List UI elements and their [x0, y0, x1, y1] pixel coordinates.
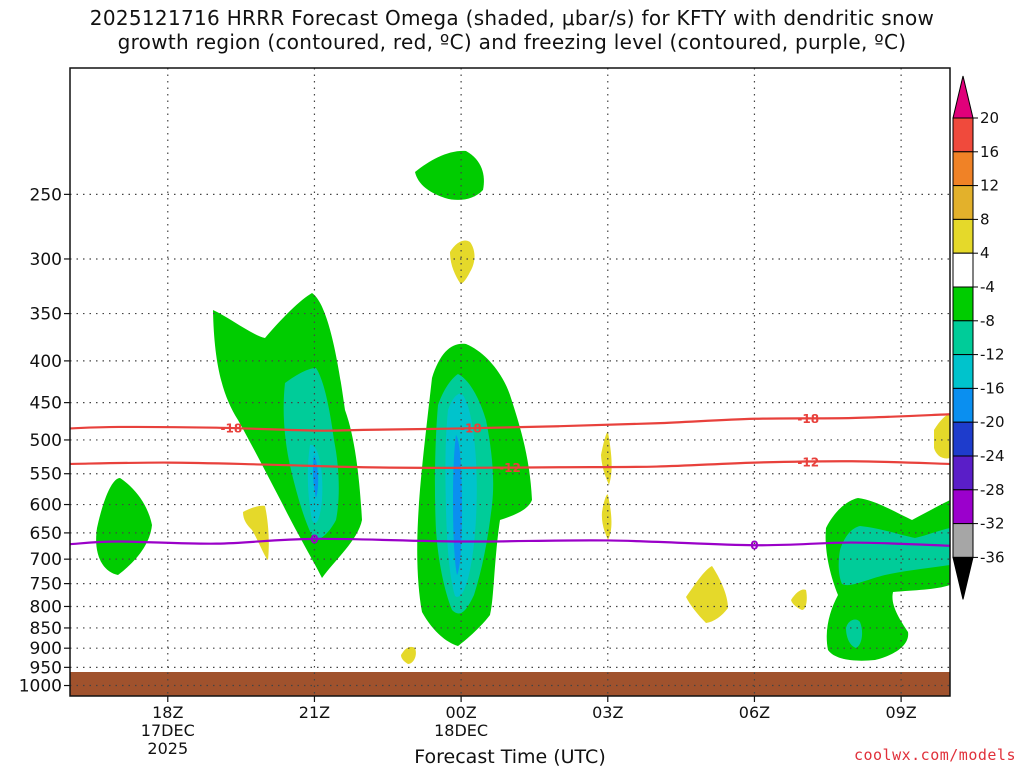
- pressure-gridlines: [70, 68, 950, 696]
- x-tick-label: 21Z: [299, 703, 330, 722]
- y-tick-label: 450: [30, 394, 62, 414]
- omega-region-yellow: [243, 505, 269, 560]
- omega-region-yellow: [934, 413, 950, 459]
- y-tick-label: 250: [30, 185, 62, 205]
- colorbar-tick-label: -28: [980, 481, 1005, 499]
- colorbar-tick-label: -32: [980, 515, 1005, 533]
- y-tick-label: 850: [30, 619, 62, 639]
- x-tick-label: 03Z: [592, 703, 623, 722]
- y-tick-label: 1000: [19, 677, 62, 697]
- isotherm-label: 0: [310, 532, 318, 546]
- colorbar-tick-label: 8: [980, 210, 990, 228]
- x-tick-label: 00Z: [445, 703, 476, 722]
- y-tick-label: 550: [30, 465, 62, 485]
- x-tick-label: 09Z: [885, 703, 916, 722]
- colorbar-segment: [952, 185, 974, 220]
- colorbar-tick-label: 20: [980, 109, 999, 127]
- colorbar-segment: [952, 523, 974, 558]
- colorbar-segment: [952, 151, 974, 187]
- y-tick-label: 300: [30, 250, 62, 270]
- x-tick-label: 06Z: [739, 703, 770, 722]
- y-tick-label: 900: [30, 639, 62, 659]
- colorbar-tick-label: -16: [980, 379, 1005, 397]
- omega-region-green: [415, 150, 484, 200]
- y-tick-label: 950: [30, 658, 62, 678]
- isotherm-label: -18: [220, 422, 242, 436]
- colorbar-tick-label: -36: [980, 548, 1005, 566]
- y-tick-label: 400: [30, 352, 62, 372]
- y-tick-label: 800: [30, 597, 62, 617]
- colorbar-tick-label: -20: [980, 413, 1005, 431]
- isotherm-label: -18: [460, 422, 482, 436]
- colorbar-segment: [952, 320, 974, 356]
- colorbar-segment: [952, 252, 974, 288]
- colorbar-segment: [952, 387, 974, 423]
- colorbar-tick-label: -24: [980, 447, 1005, 465]
- y-tick-label: 600: [30, 496, 62, 516]
- isotherm-line: [70, 413, 950, 432]
- omega-region-teal: [838, 526, 950, 586]
- colorbar-tick-label: 12: [980, 177, 999, 195]
- plot-frame: [69, 67, 951, 697]
- isotherm-labels: -18 -18 -18 -12 -12 0 0: [220, 412, 819, 553]
- isotherm-label: -18: [797, 412, 819, 426]
- title-line-1: 2025121716 HRRR Forecast Omega (shaded, …: [89, 6, 935, 30]
- chart-title: 2025121716 HRRR Forecast Omega (shaded, …: [0, 6, 1024, 54]
- colorbar-arrow-top: [952, 75, 974, 119]
- colorbar-segment: [952, 286, 974, 322]
- credit-link[interactable]: coolwx.com/models: [853, 746, 1016, 764]
- colorbar-segment: [952, 455, 974, 491]
- colorbar-tick-label: 4: [980, 244, 990, 262]
- isotherm-line: [70, 537, 950, 547]
- isotherm-line: [70, 460, 950, 469]
- colorbar-segment: [952, 354, 974, 389]
- colorbar-segment: [952, 489, 974, 525]
- omega-colorbar: 20 16 12 8 4 -4 -8 -12 -16 -20 -24 -28 -32 -36: [952, 75, 1005, 600]
- omega-region-yellow: [791, 589, 807, 610]
- isotherm-label: -12: [797, 455, 819, 469]
- colorbar-segment: [952, 421, 974, 457]
- colorbar-tick-label: -4: [980, 278, 995, 296]
- ground-surface: [70, 672, 950, 696]
- isotherm-label: -12: [499, 461, 521, 475]
- omega-region-yellow: [401, 646, 416, 664]
- omega-region-blue: [453, 435, 462, 575]
- colorbar-tick-label: 16: [980, 143, 999, 161]
- omega-region-green: [96, 478, 152, 575]
- x-tick-label: 18Z: [152, 703, 183, 722]
- colorbar-arrow-bottom: [952, 556, 974, 600]
- colorbar-tick-label: -8: [980, 312, 995, 330]
- omega-region-teal: [846, 619, 863, 648]
- x-axis-label: Forecast Time (UTC): [414, 746, 606, 768]
- x-tick-sublabel: 2025: [147, 739, 188, 758]
- pressure-axis: 2503003504004505005506006507007508008509…: [19, 185, 70, 697]
- isotherm-label: 0: [750, 539, 758, 553]
- y-tick-label: 650: [30, 524, 62, 544]
- omega-region-yellow: [601, 494, 612, 540]
- colorbar-tick-label: -12: [980, 346, 1005, 364]
- x-tick-sublabel: 18DEC: [434, 721, 488, 740]
- omega-region-yellow: [686, 566, 728, 623]
- omega-region-yellow: [450, 240, 475, 284]
- y-tick-label: 700: [30, 550, 62, 570]
- y-tick-label: 500: [30, 431, 62, 451]
- y-tick-label: 750: [30, 575, 62, 595]
- isotherm-contours: [70, 413, 950, 547]
- y-tick-label: 350: [30, 305, 62, 325]
- omega-region-yellow: [601, 431, 612, 485]
- colorbar-segment: [952, 218, 974, 254]
- x-tick-sublabel: 17DEC: [141, 721, 195, 740]
- omega-shading: [96, 150, 950, 664]
- title-line-2: growth region (contoured, red, ºC) and f…: [117, 30, 907, 54]
- colorbar-segment: [952, 117, 974, 153]
